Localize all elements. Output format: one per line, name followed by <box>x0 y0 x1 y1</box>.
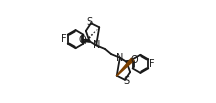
Text: S: S <box>124 76 130 86</box>
Text: N: N <box>116 53 123 63</box>
Text: O: O <box>78 35 86 45</box>
Text: F: F <box>61 34 67 44</box>
Text: N: N <box>93 40 100 50</box>
Text: O: O <box>130 55 138 65</box>
Polygon shape <box>117 58 134 76</box>
Text: F: F <box>149 59 155 69</box>
Text: S: S <box>86 17 92 27</box>
